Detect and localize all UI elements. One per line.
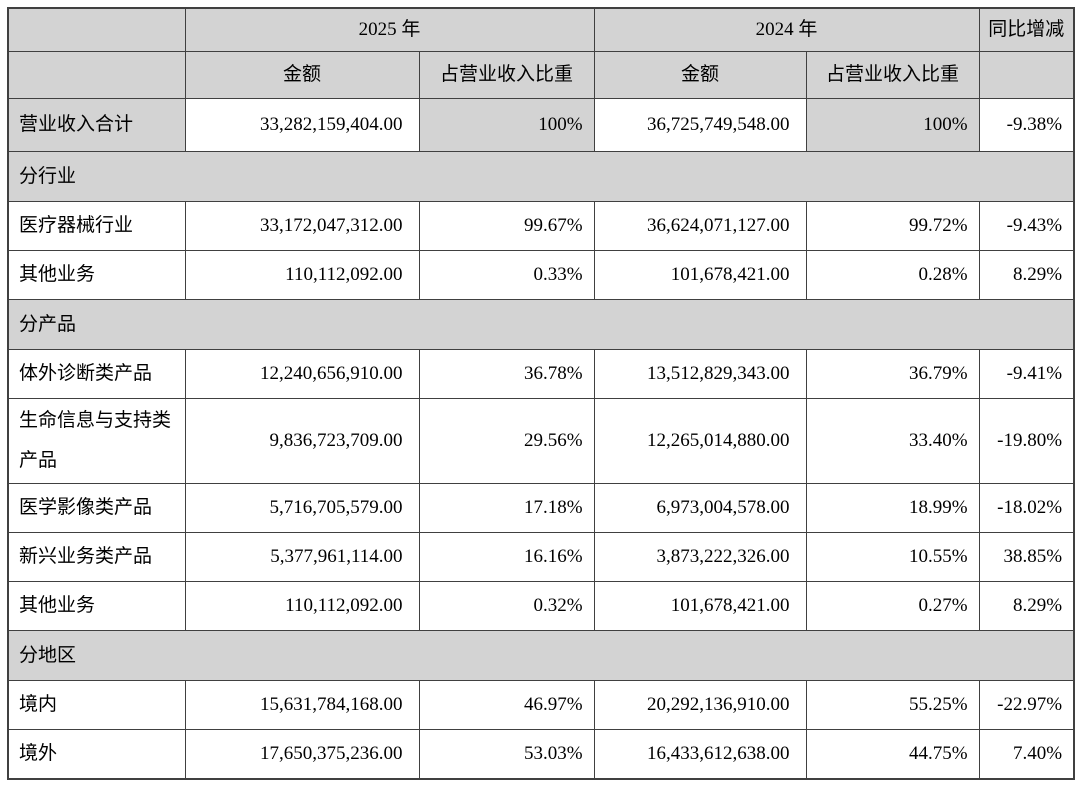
amount-2025-cell: 110,112,092.00 bbox=[184, 581, 420, 631]
table-row-overseas: 境外 17,650,375,236.00 53.03% 16,433,612,6… bbox=[7, 729, 1075, 779]
amount-2024-cell: 16,433,612,638.00 bbox=[593, 729, 807, 779]
header-row-years: 2025 年 2024 年 同比增减 bbox=[7, 7, 1075, 52]
row-label-cell: 生命信息与支持类产品 bbox=[7, 398, 186, 484]
share-2025-cell: 0.32% bbox=[418, 581, 595, 631]
row-label-cell: 其他业务 bbox=[7, 581, 186, 631]
table-row-revenue-total: 营业收入合计 33,282,159,404.00 100% 36,725,749… bbox=[7, 98, 1075, 152]
amount-2024-cell: 20,292,136,910.00 bbox=[593, 680, 807, 730]
row-label-cell: 境内 bbox=[7, 680, 186, 730]
amount-2025-cell: 15,631,784,168.00 bbox=[184, 680, 420, 730]
amount-2025-cell: 110,112,092.00 bbox=[184, 250, 420, 300]
amount-2025-header: 金额 bbox=[184, 51, 420, 99]
amount-2024-cell: 3,873,222,326.00 bbox=[593, 532, 807, 582]
table-row-ivd-products: 体外诊断类产品 12,240,656,910.00 36.78% 13,512,… bbox=[7, 349, 1075, 399]
yoy-empty-subheader-cell bbox=[978, 51, 1075, 99]
amount-2025-cell: 33,282,159,404.00 bbox=[184, 98, 420, 152]
table-row-other-business-product: 其他业务 110,112,092.00 0.32% 101,678,421.00… bbox=[7, 581, 1075, 631]
table-row-emerging-business-products: 新兴业务类产品 5,377,961,114.00 16.16% 3,873,22… bbox=[7, 532, 1075, 582]
share-2025-cell: 29.56% bbox=[418, 398, 595, 484]
section-label: 分行业 bbox=[7, 151, 1075, 202]
share-2024-header: 占营业收入比重 bbox=[805, 51, 980, 99]
corner-empty-cell bbox=[7, 7, 186, 52]
revenue-breakdown-table: 2025 年 2024 年 同比增减 金额 占营业收入比重 金额 占营业收入比重… bbox=[7, 7, 1076, 780]
year-2025-header: 2025 年 bbox=[184, 7, 595, 52]
yoy-change-cell: -18.02% bbox=[978, 483, 1075, 533]
share-2024-cell: 33.40% bbox=[805, 398, 980, 484]
table-row-patient-monitoring-life-support-products: 生命信息与支持类产品 9,836,723,709.00 29.56% 12,26… bbox=[7, 398, 1075, 484]
header-row-measures: 金额 占营业收入比重 金额 占营业收入比重 bbox=[7, 51, 1075, 99]
share-2025-cell: 0.33% bbox=[418, 250, 595, 300]
share-2024-cell: 55.25% bbox=[805, 680, 980, 730]
amount-2025-cell: 5,377,961,114.00 bbox=[184, 532, 420, 582]
share-2025-cell: 36.78% bbox=[418, 349, 595, 399]
table-row-medical-imaging-products: 医学影像类产品 5,716,705,579.00 17.18% 6,973,00… bbox=[7, 483, 1075, 533]
amount-2025-cell: 5,716,705,579.00 bbox=[184, 483, 420, 533]
amount-2024-cell: 101,678,421.00 bbox=[593, 250, 807, 300]
share-2025-cell: 46.97% bbox=[418, 680, 595, 730]
section-row-by-region: 分地区 bbox=[7, 630, 1075, 681]
section-label: 分产品 bbox=[7, 299, 1075, 350]
yoy-change-cell: -9.38% bbox=[978, 98, 1075, 152]
share-2024-cell: 0.28% bbox=[805, 250, 980, 300]
yoy-change-cell: 8.29% bbox=[978, 581, 1075, 631]
share-2025-cell: 53.03% bbox=[418, 729, 595, 779]
amount-2025-cell: 12,240,656,910.00 bbox=[184, 349, 420, 399]
row-label-cell: 医疗器械行业 bbox=[7, 201, 186, 251]
share-2024-cell: 99.72% bbox=[805, 201, 980, 251]
yoy-change-cell: -19.80% bbox=[978, 398, 1075, 484]
row-label-cell: 境外 bbox=[7, 729, 186, 779]
row-label-cell: 新兴业务类产品 bbox=[7, 532, 186, 582]
share-2025-cell: 100% bbox=[418, 98, 595, 152]
share-2024-cell: 0.27% bbox=[805, 581, 980, 631]
amount-2024-cell: 12,265,014,880.00 bbox=[593, 398, 807, 484]
row-label-cell: 其他业务 bbox=[7, 250, 186, 300]
row-label-cell: 营业收入合计 bbox=[7, 98, 186, 152]
share-2024-cell: 36.79% bbox=[805, 349, 980, 399]
table-row-domestic: 境内 15,631,784,168.00 46.97% 20,292,136,9… bbox=[7, 680, 1075, 730]
amount-2024-cell: 101,678,421.00 bbox=[593, 581, 807, 631]
share-2024-cell: 18.99% bbox=[805, 483, 980, 533]
amount-2025-cell: 9,836,723,709.00 bbox=[184, 398, 420, 484]
yoy-change-cell: 8.29% bbox=[978, 250, 1075, 300]
yoy-change-cell: -22.97% bbox=[978, 680, 1075, 730]
row-label-empty-cell bbox=[7, 51, 186, 99]
amount-2024-cell: 36,624,071,127.00 bbox=[593, 201, 807, 251]
share-2025-cell: 17.18% bbox=[418, 483, 595, 533]
amount-2024-cell: 6,973,004,578.00 bbox=[593, 483, 807, 533]
amount-2024-cell: 36,725,749,548.00 bbox=[593, 98, 807, 152]
table-row-medical-devices: 医疗器械行业 33,172,047,312.00 99.67% 36,624,0… bbox=[7, 201, 1075, 251]
share-2025-cell: 99.67% bbox=[418, 201, 595, 251]
amount-2025-cell: 17,650,375,236.00 bbox=[184, 729, 420, 779]
share-2025-cell: 16.16% bbox=[418, 532, 595, 582]
amount-2024-header: 金额 bbox=[593, 51, 807, 99]
yoy-change-cell: -9.41% bbox=[978, 349, 1075, 399]
yoy-change-cell: 38.85% bbox=[978, 532, 1075, 582]
row-label-cell: 体外诊断类产品 bbox=[7, 349, 186, 399]
share-2024-cell: 44.75% bbox=[805, 729, 980, 779]
amount-2024-cell: 13,512,829,343.00 bbox=[593, 349, 807, 399]
share-2024-cell: 100% bbox=[805, 98, 980, 152]
yoy-change-cell: -9.43% bbox=[978, 201, 1075, 251]
table-row-other-business-industry: 其他业务 110,112,092.00 0.33% 101,678,421.00… bbox=[7, 250, 1075, 300]
share-2025-header: 占营业收入比重 bbox=[418, 51, 595, 99]
row-label-cell: 医学影像类产品 bbox=[7, 483, 186, 533]
amount-2025-cell: 33,172,047,312.00 bbox=[184, 201, 420, 251]
yoy-change-cell: 7.40% bbox=[978, 729, 1075, 779]
section-row-by-industry: 分行业 bbox=[7, 151, 1075, 202]
section-row-by-product: 分产品 bbox=[7, 299, 1075, 350]
section-label: 分地区 bbox=[7, 630, 1075, 681]
share-2024-cell: 10.55% bbox=[805, 532, 980, 582]
year-2024-header: 2024 年 bbox=[593, 7, 980, 52]
yoy-change-header: 同比增减 bbox=[978, 7, 1075, 52]
